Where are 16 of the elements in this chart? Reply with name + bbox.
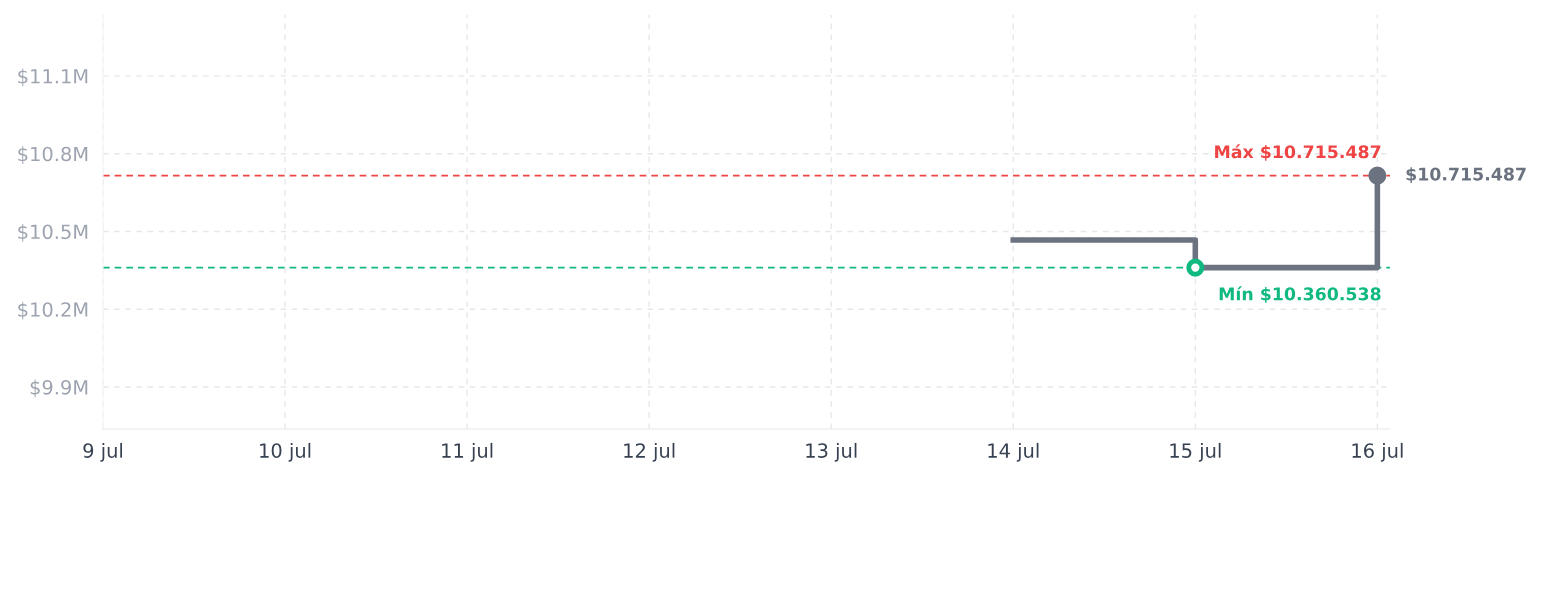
y-tick-label: $10.2M	[18, 301, 88, 320]
x-tick-label: 9 jul	[83, 442, 123, 462]
ref-line-label: Mín $10.360.538	[1219, 286, 1381, 303]
x-tick-label: 15 jul	[1170, 442, 1221, 462]
x-tick-label: 10 jul	[260, 442, 311, 462]
y-tick-label: $10.8M	[18, 146, 88, 164]
x-tick-label: 13 jul	[806, 442, 857, 462]
ref-line-label: Máx $10.715.487	[1215, 144, 1381, 161]
y-tick-label: $9.9M	[30, 379, 88, 398]
x-tick-label: 12 jul	[624, 442, 675, 462]
x-tick-label: 14 jul	[988, 442, 1039, 462]
annotation: $10.715.487	[1406, 167, 1526, 183]
y-tick-label: $10.5M	[18, 224, 88, 242]
x-tick-label: 11 jul	[442, 442, 493, 462]
y-tick-label: $11.1M	[18, 68, 88, 87]
x-tick-label: 16 jul	[1352, 442, 1403, 462]
